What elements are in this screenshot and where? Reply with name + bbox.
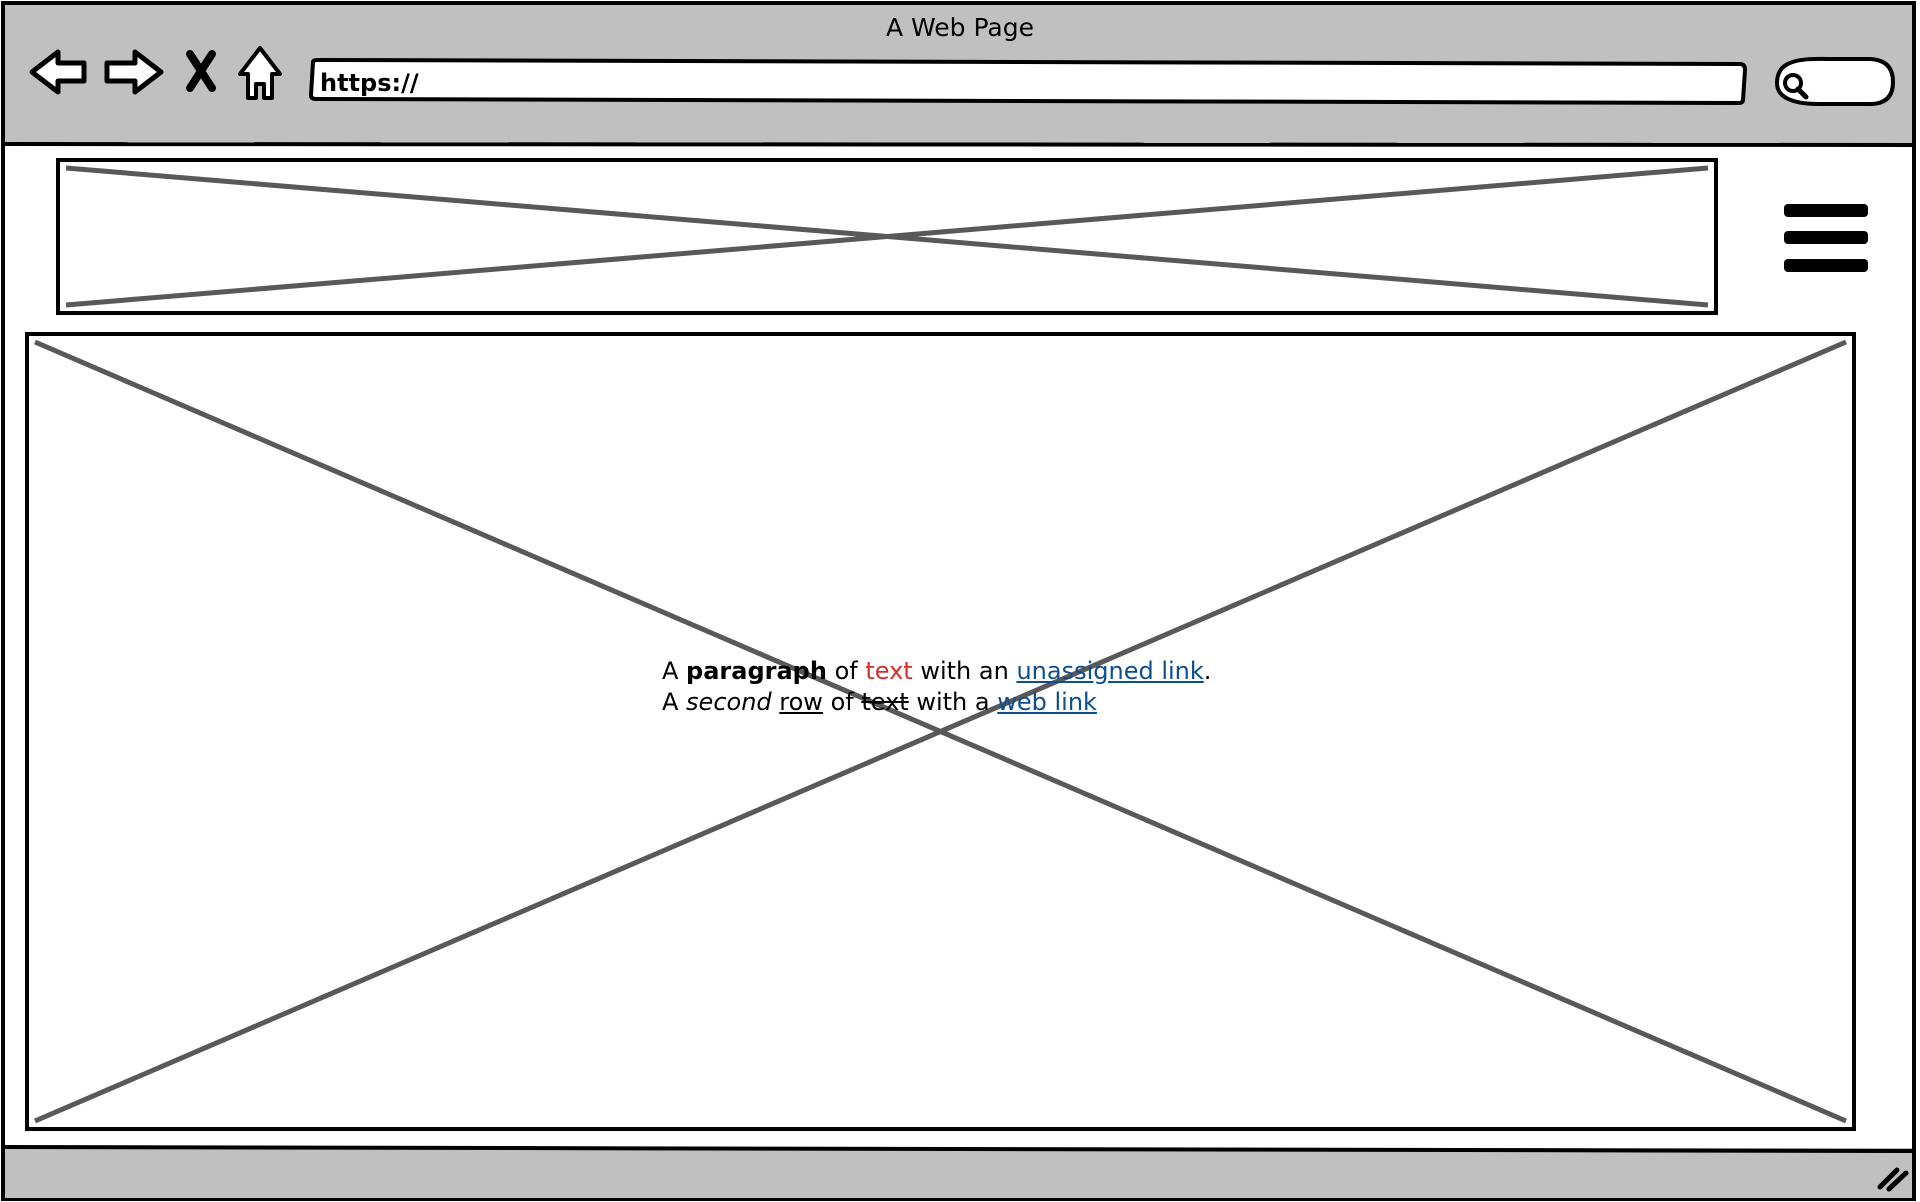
search-icon xyxy=(1783,73,1809,100)
window-title: A Web Page xyxy=(885,13,1035,42)
hamburger-menu-icon[interactable] xyxy=(1784,204,1868,272)
forward-arrow-icon[interactable] xyxy=(104,49,164,95)
text-a-2: A xyxy=(662,688,687,716)
address-bar-value[interactable]: https:// xyxy=(320,69,419,97)
italic-text: second xyxy=(686,688,772,716)
red-text: text xyxy=(865,657,913,685)
text-period: . xyxy=(1203,657,1212,685)
text-with-a: with a xyxy=(908,688,998,716)
toolbar-divider xyxy=(4,142,1914,147)
status-bar-divider xyxy=(4,1145,1914,1153)
text-a: A xyxy=(662,657,687,685)
web-link[interactable]: web link xyxy=(997,688,1097,716)
strikethrough-text: text xyxy=(861,688,909,716)
text-of: of xyxy=(826,657,866,685)
close-icon[interactable] xyxy=(186,50,216,92)
search-box[interactable] xyxy=(1774,56,1896,106)
underlined-text: row xyxy=(779,688,823,716)
home-icon[interactable] xyxy=(238,46,282,100)
text-of-2: of xyxy=(822,688,862,716)
address-bar[interactable] xyxy=(308,57,1748,106)
status-bar xyxy=(5,1148,1912,1198)
main-paragraph: A paragraph of text with an unassigned l… xyxy=(662,656,1211,718)
back-arrow-icon[interactable] xyxy=(29,49,87,95)
unassigned-link[interactable]: unassigned link xyxy=(1016,657,1204,685)
paragraph-line-1: A paragraph of text with an unassigned l… xyxy=(662,656,1211,687)
resize-grip-icon[interactable] xyxy=(1877,1167,1909,1192)
bold-text: paragraph xyxy=(686,657,827,685)
paragraph-line-2: A second row of text with a web link xyxy=(662,687,1211,718)
main-image-placeholder xyxy=(25,332,1856,1131)
header-image-placeholder xyxy=(56,158,1718,315)
text-with-an: with an xyxy=(912,657,1017,685)
